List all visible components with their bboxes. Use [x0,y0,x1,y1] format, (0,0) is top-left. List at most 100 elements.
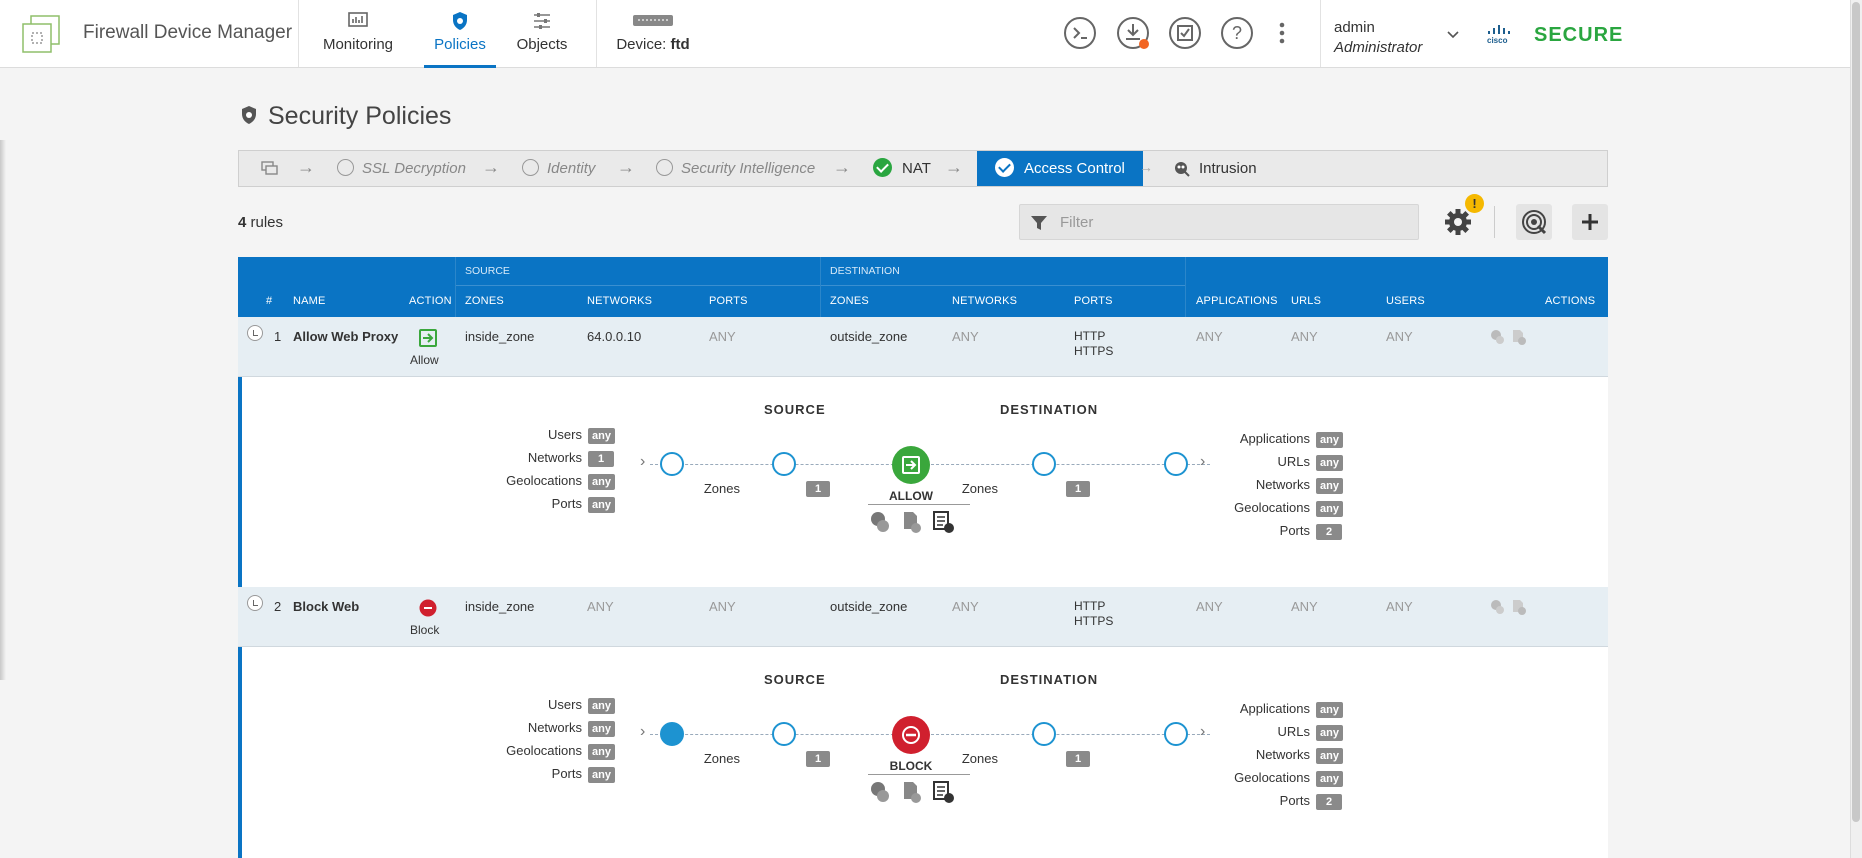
detail-source-zones-value[interactable]: 1 [806,481,830,497]
detail-users-value[interactable]: any [588,698,615,714]
pipeline-arrow-icon: → [1139,159,1153,175]
table-row[interactable]: 2 Block Web Block inside_zone ANY ANY ou… [238,587,1608,647]
detail-geolocations-label: Geolocations [506,743,582,758]
detail-applications-value[interactable]: any [1316,702,1343,718]
column-header-name[interactable]: NAME [293,295,326,307]
cli-console-icon[interactable] [1063,16,1097,50]
policy-pipeline-breadcrumb: → SSL Decryption → Identity → Security I… [238,150,1608,187]
detail-dest-geolocations-value[interactable]: any [1316,501,1343,517]
more-options-icon[interactable] [1272,16,1292,50]
flow-destination-node[interactable] [1164,722,1188,746]
detail-destination-zones-label: Zones [961,481,998,496]
detail-users-value[interactable]: any [588,428,615,444]
flow-source-node[interactable] [660,722,684,746]
rule-policy-icons [871,781,954,803]
column-header-destination-ports: PORTS [1074,295,1113,307]
flow-source-node[interactable] [660,452,684,476]
breadcrumb-access-control[interactable]: Access Control [977,151,1143,186]
svg-text:?: ? [1232,23,1242,43]
breadcrumb-ssl-decryption[interactable]: SSL Decryption [337,151,466,186]
detail-users-label: Users [548,697,582,712]
detail-networks-value[interactable]: any [588,721,615,737]
breadcrumb-identity[interactable]: Identity [522,151,595,186]
detail-geolocations-value[interactable]: any [588,744,615,760]
flow-source-zones-node[interactable] [772,722,796,746]
block-action-icon [419,599,437,617]
detail-dest-geolocations-value[interactable]: any [1316,771,1343,787]
detail-source-title: SOURCE [764,402,826,417]
filter-field[interactable] [1019,204,1419,240]
detail-ports-value[interactable]: any [588,767,615,783]
detail-urls-label: URLs [1277,454,1310,469]
rule-applications: ANY [1196,329,1223,344]
nav-objects[interactable]: Objects [506,10,578,68]
divider [1320,0,1321,67]
detail-dest-networks-value[interactable]: any [1316,478,1343,494]
detail-urls-value[interactable]: any [1316,455,1343,471]
policies-shield-icon [453,12,467,30]
filter-input[interactable] [1060,205,1410,239]
add-rule-plus-icon[interactable] [1572,204,1608,240]
detail-geolocations-value[interactable]: any [588,474,615,490]
deploy-icon[interactable] [1116,16,1150,50]
rule-number: 2 [274,599,282,614]
scrollbar[interactable] [1850,0,1862,858]
detail-dest-ports-value[interactable]: 2 [1316,524,1342,540]
collapse-row-icon[interactable] [247,595,263,611]
nav-policies-label: Policies [434,36,486,53]
flow-source-zones-node[interactable] [772,452,796,476]
rule-destination-port-http: HTTP [1074,599,1106,613]
hit-count-target-icon[interactable] [1516,204,1552,240]
nav-policies[interactable]: Policies [424,10,496,68]
flow-destination-zones-node[interactable] [1032,452,1056,476]
detail-destination-zones-value[interactable]: 1 [1066,481,1090,497]
rule-policy-icons [1491,600,1526,615]
flow-destination-zones-node[interactable] [1032,722,1056,746]
rule-urls: ANY [1291,599,1318,614]
warning-badge: ! [1465,194,1484,213]
scrollbar-thumb[interactable] [1852,2,1860,822]
column-header-source-ports: PORTS [709,295,748,307]
detail-source-zones-label: Zones [703,481,740,496]
monitoring-icon [348,12,368,27]
breadcrumb-security-intelligence[interactable]: Security Intelligence [656,151,815,186]
detail-dest-networks-value[interactable]: any [1316,748,1343,764]
rule-name: Allow Web Proxy [293,329,399,344]
settings-gear-icon[interactable] [1440,204,1476,240]
inside-network-icon [261,161,278,175]
breadcrumb-nat[interactable]: NAT [873,151,931,186]
rule-destination-zones: outside_zone [830,329,908,344]
detail-applications-value[interactable]: any [1316,432,1343,448]
objects-sliders-icon [534,13,550,29]
detail-networks-value[interactable]: 1 [588,451,614,467]
nav-device[interactable]: Device: ftd [608,10,698,68]
breadcrumb-intrusion[interactable]: Intrusion [1199,151,1257,186]
table-row[interactable]: 1 Allow Web Proxy Allow inside_zone 64.0… [238,317,1608,377]
top-navigation-bar: Firewall Device Manager Monitoring Polic… [0,0,1850,68]
detail-destination-zones-value[interactable]: 1 [1066,751,1090,767]
help-icon[interactable]: ? [1220,16,1254,50]
detail-dest-ports-value[interactable]: 2 [1316,794,1342,810]
chevron-down-icon[interactable] [1446,30,1460,40]
collapse-row-icon[interactable] [247,325,263,341]
divider [298,0,299,67]
task-list-icon[interactable] [1168,16,1202,50]
breadcrumb-intrusion-label: Intrusion [1199,160,1257,177]
breadcrumb-access-control-label: Access Control [1024,160,1125,177]
nav-monitoring[interactable]: Monitoring [310,10,406,68]
pipeline-arrow-icon: → [482,157,500,177]
detail-ports-value[interactable]: any [588,497,615,513]
detail-source-zones-value[interactable]: 1 [806,751,830,767]
divider [868,774,970,775]
flow-action-block [892,716,930,754]
flow-destination-node[interactable] [1164,452,1188,476]
flow-action-label: BLOCK [889,759,933,773]
column-header-destination-networks: NETWORKS [952,295,1018,307]
user-menu[interactable]: admin Administrator [1334,18,1422,58]
rule-name: Block Web [293,599,360,614]
detail-urls-value[interactable]: any [1316,725,1343,741]
flow-action-allow [892,446,930,484]
rule-detail-panel: SOURCE DESTINATION Users any Networks an… [238,647,1608,858]
column-header-actions: ACTIONS [1545,295,1596,307]
rule-destination-port-https: HTTPS [1074,614,1114,628]
